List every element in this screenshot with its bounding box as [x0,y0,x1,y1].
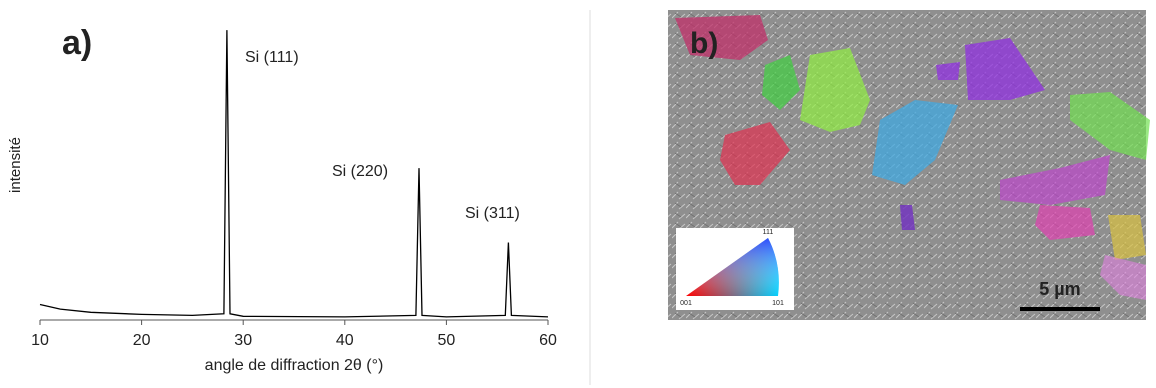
grain [720,122,790,185]
x-tick-label: 10 [31,332,49,349]
grain [762,55,800,110]
grain [1000,155,1110,205]
grain [800,48,870,132]
grain [900,205,915,230]
grain [1108,215,1146,260]
grain [1100,255,1146,300]
x-tick-label: 40 [336,332,354,349]
peak-label: Si (311) [465,205,520,222]
grain [1070,92,1150,160]
y-axis-label: intensité [7,137,24,193]
panel-label: b) [690,27,718,60]
ipf-label: 001 [680,300,692,307]
grain [872,100,958,185]
grain [965,38,1045,100]
x-tick-label: 50 [438,332,456,349]
ipf-label: 111 [763,229,774,236]
ipf-triangle-overlay [686,238,779,296]
grain [936,62,960,80]
grain [1035,205,1095,240]
panel-label: a) [62,24,92,62]
grain [675,15,768,60]
scale-bar-label: 5 µm [1039,279,1080,299]
ipf-label: 101 [772,300,784,307]
xrd-line [39,30,549,318]
peak-label: Si (111) [245,49,299,66]
x-tick-label: 60 [539,332,557,349]
x-tick-label: 30 [234,332,252,349]
x-axis-label: angle de diffraction 2θ (°) [205,357,384,374]
x-tick-label: 20 [133,332,151,349]
peak-label: Si (220) [332,163,388,180]
micrograph: b) 111 001 101 5 µm [668,10,1150,320]
xrd-plot: 10 20 30 40 50 60 angle de diffraction 2θ (°) i… [7,24,557,374]
